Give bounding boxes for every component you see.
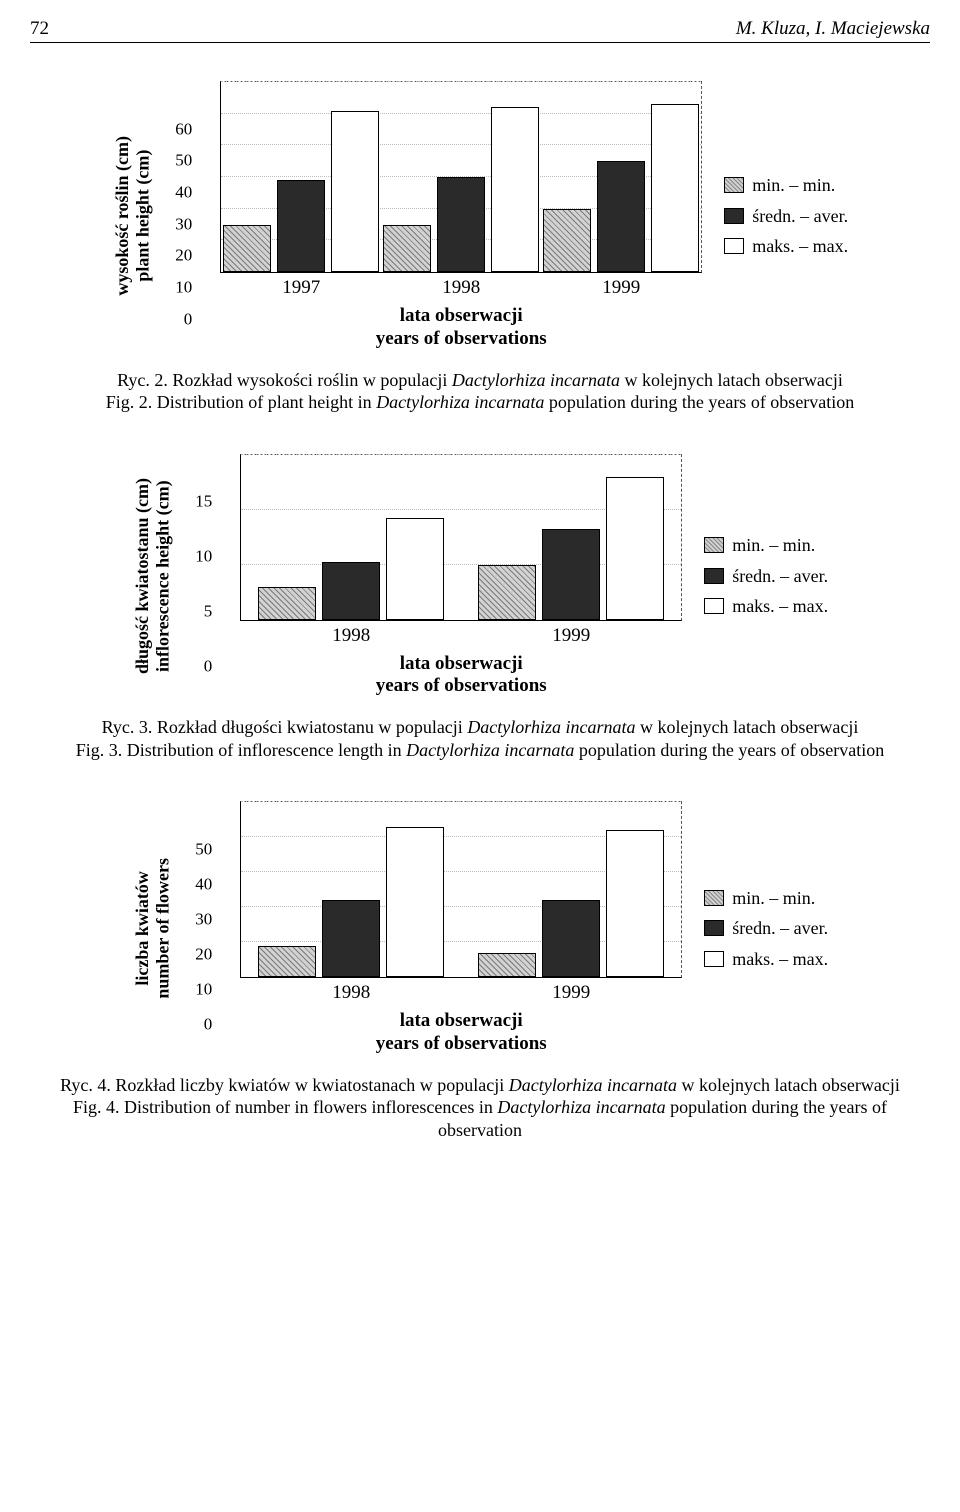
legend-label: średn. – aver. — [752, 201, 848, 232]
y-axis-label: długość kwiatostanu (cm) inflorescence h… — [132, 478, 173, 674]
x-tick: 1999 — [552, 625, 590, 647]
legend-swatch-aver — [704, 920, 724, 936]
bar-aver — [542, 900, 600, 977]
bar-min — [478, 953, 536, 978]
bar-aver — [277, 180, 325, 272]
legend-label: min. – min. — [752, 170, 835, 201]
chart-plot — [240, 454, 682, 621]
legend-swatch-aver — [724, 208, 744, 224]
bar-aver — [597, 161, 645, 272]
legend-label: maks. – max. — [732, 591, 828, 622]
x-axis-label: lata obserwacji years of observations — [376, 653, 547, 699]
legend-label: min. – min. — [732, 883, 815, 914]
legend-swatch-min — [724, 177, 744, 193]
x-tick: 1997 — [282, 277, 320, 299]
bar-max — [386, 518, 444, 619]
bar-aver — [322, 562, 380, 619]
legend-swatch-max — [704, 598, 724, 614]
bar-min — [478, 565, 536, 620]
bar-min — [223, 225, 271, 273]
legend-label: maks. – max. — [732, 944, 828, 975]
page-number: 72 — [30, 18, 49, 40]
x-tick: 1999 — [552, 982, 590, 1004]
legend-swatch-aver — [704, 568, 724, 584]
bar-aver — [437, 177, 485, 272]
chart-plot — [220, 81, 702, 273]
x-tick: 1998 — [332, 982, 370, 1004]
bar-max — [331, 111, 379, 273]
x-tick: 1999 — [602, 277, 640, 299]
bar-aver — [322, 900, 380, 977]
chart-plot — [240, 801, 682, 978]
x-tick: 1998 — [442, 277, 480, 299]
bar-min — [543, 209, 591, 272]
legend-swatch-max — [724, 238, 744, 254]
bar-max — [386, 827, 444, 978]
legend-label: średn. – aver. — [732, 913, 828, 944]
figure-caption: Ryc. 2. Rozkład wysokości roślin w popul… — [30, 369, 930, 414]
bar-max — [606, 830, 664, 977]
legend: min. – min.średn. – aver.maks. – max. — [704, 883, 828, 975]
legend-swatch-min — [704, 890, 724, 906]
x-axis-label: lata obserwacji years of observations — [376, 305, 547, 351]
legend-label: maks. – max. — [752, 231, 848, 262]
legend: min. – min.średn. – aver.maks. – max. — [704, 530, 828, 622]
legend-label: min. – min. — [732, 530, 815, 561]
legend-swatch-max — [704, 951, 724, 967]
bar-min — [383, 225, 431, 273]
bar-max — [606, 477, 664, 620]
bar-max — [491, 107, 539, 272]
y-axis-label: wysokość roślin (cm) plant height (cm) — [112, 136, 153, 296]
bar-min — [258, 587, 316, 620]
y-axis-label: liczba kwiatów number of flowers — [132, 858, 173, 999]
legend: min. – min.średn. – aver.maks. – max. — [724, 170, 848, 262]
legend-swatch-min — [704, 537, 724, 553]
figure-caption: Ryc. 3. Rozkład długości kwiatostanu w p… — [30, 716, 930, 761]
legend-label: średn. – aver. — [732, 561, 828, 592]
page-authors: M. Kluza, I. Maciejewska — [736, 18, 930, 40]
page-header: 72 M. Kluza, I. Maciejewska — [30, 18, 930, 43]
x-axis-label: lata obserwacji years of observations — [376, 1010, 547, 1056]
bar-max — [651, 104, 699, 272]
figure-caption: Ryc. 4. Rozkład liczby kwiatów w kwiatos… — [30, 1074, 930, 1142]
bar-aver — [542, 529, 600, 619]
x-tick: 1998 — [332, 625, 370, 647]
bar-min — [258, 946, 316, 978]
